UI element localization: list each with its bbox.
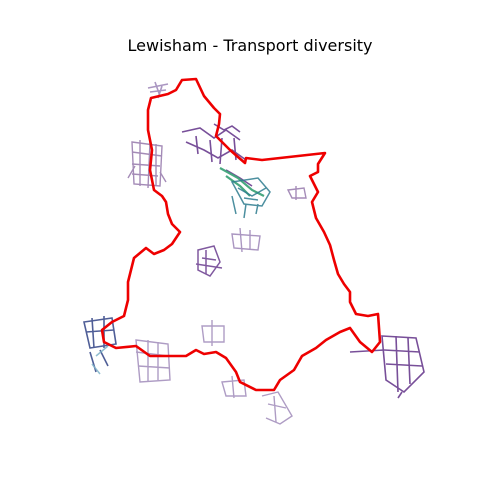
street-cluster-west-light bbox=[91, 345, 109, 375]
street-cluster-central bbox=[231, 227, 261, 253]
street-cluster-north bbox=[147, 81, 169, 99]
borough-boundary bbox=[100, 77, 382, 392]
street-network-clusters bbox=[83, 81, 425, 425]
street-cluster-south-central bbox=[201, 320, 225, 346]
street-cluster-northwest bbox=[127, 140, 167, 189]
street-cluster-central-west bbox=[195, 245, 223, 277]
transit-corridor bbox=[219, 167, 265, 197]
street-cluster-east-small bbox=[286, 186, 307, 200]
street-cluster-south-east bbox=[261, 391, 293, 425]
street-cluster-west bbox=[83, 316, 117, 373]
street-cluster-east bbox=[349, 335, 425, 399]
street-cluster-central-teal bbox=[230, 177, 271, 219]
street-cluster-southwest bbox=[135, 339, 171, 383]
street-cluster-south bbox=[221, 375, 247, 399]
map-title: Lewisham - Transport diversity bbox=[127, 36, 373, 55]
